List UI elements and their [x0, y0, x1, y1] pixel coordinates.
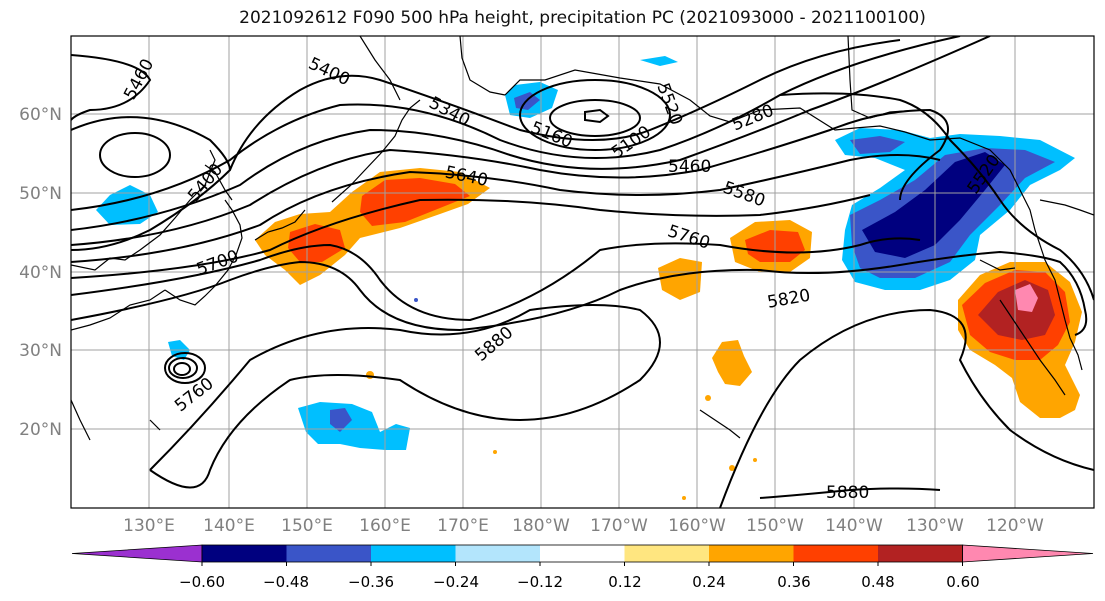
- colorbar-extend-left: [71, 544, 203, 563]
- lat-label: 60°N: [19, 105, 62, 125]
- colorbar-segment: [540, 545, 625, 562]
- lat-label: 30°N: [19, 341, 62, 361]
- lon-label: 140°W: [825, 516, 883, 536]
- contour-label: 5460: [668, 157, 711, 177]
- colorbar-tick: −0.60: [179, 573, 225, 591]
- lon-label: 150°W: [746, 516, 804, 536]
- colorbar-segment: [793, 545, 879, 562]
- lat-label: 20°N: [19, 420, 62, 440]
- colorbar-extend-right: [962, 544, 1094, 563]
- lon-label: 120°W: [986, 516, 1044, 536]
- contour-label: 5880: [826, 483, 869, 503]
- colorbar-segment: [202, 545, 287, 562]
- lon-label: 170°E: [437, 516, 489, 536]
- colorbar-segment: [286, 545, 372, 562]
- contour-label: 5340: [426, 93, 474, 131]
- colorbar-tick: 0.12: [608, 573, 641, 591]
- lon-label: 180°W: [512, 516, 570, 536]
- graticule: [71, 36, 1094, 508]
- colorbar: −0.60 −0.48 −0.36 −0.24 −0.12 0.12 0.24 …: [71, 544, 1094, 591]
- coastlines: [71, 36, 1094, 441]
- colorbar-outline: [201, 544, 963, 563]
- contour-label: 5700: [194, 246, 241, 280]
- precipitation-shading: [96, 56, 1082, 500]
- map-title: 2021092612 F090 500 hPa height, precipit…: [239, 8, 926, 28]
- lon-label: 130°W: [906, 516, 964, 536]
- colorbar-tick: −0.48: [263, 573, 309, 591]
- colorbar-segment: [455, 545, 541, 562]
- colorbar-segment: [371, 545, 456, 562]
- contour-label: 5880: [471, 323, 517, 366]
- lon-label: 150°E: [281, 516, 333, 536]
- contour-label: 5820: [766, 286, 812, 313]
- colorbar-tick: −0.24: [433, 573, 479, 591]
- lon-label: 160°W: [668, 516, 726, 536]
- lat-label: 50°N: [19, 184, 62, 204]
- contour-label: 5760: [171, 374, 217, 416]
- colorbar-tick: 0.36: [777, 573, 810, 591]
- contour-label: 5580: [720, 178, 767, 212]
- colorbar-tick: −0.36: [348, 573, 394, 591]
- colorbar-segment: [709, 545, 794, 562]
- colorbar-segment: [878, 545, 963, 562]
- blue-region-subtropical: [298, 402, 410, 450]
- lon-label: 140°E: [203, 516, 255, 536]
- colorbar-tick: 0.60: [946, 573, 979, 591]
- lon-label: 170°W: [590, 516, 648, 536]
- latitude-labels: 60°N 50°N 40°N 30°N 20°N: [19, 105, 62, 440]
- blue-region-japan-sea: [96, 185, 158, 225]
- map-frame: [70, 35, 1095, 509]
- lon-label: 130°E: [123, 516, 175, 536]
- lat-label: 40°N: [19, 263, 62, 283]
- colorbar-tick: 0.24: [692, 573, 725, 591]
- lon-label: 160°E: [359, 516, 411, 536]
- colorbar-ticks: −0.60 −0.48 −0.36 −0.24 −0.12 0.12 0.24 …: [179, 573, 980, 591]
- longitude-labels: 130°E 140°E 150°E 160°E 170°E 180°W 170°…: [123, 516, 1044, 536]
- contour-label: 5760: [665, 221, 712, 253]
- contour-label: 5280: [729, 101, 777, 136]
- colorbar-segment: [624, 545, 710, 562]
- colorbar-tick: 0.48: [861, 573, 894, 591]
- colorbar-tick: −0.12: [517, 573, 563, 591]
- height-contours: [71, 36, 1094, 508]
- colorbar-segments: [71, 544, 1094, 566]
- contour-label: 5460: [120, 56, 158, 104]
- contour-label: 5520: [652, 80, 686, 127]
